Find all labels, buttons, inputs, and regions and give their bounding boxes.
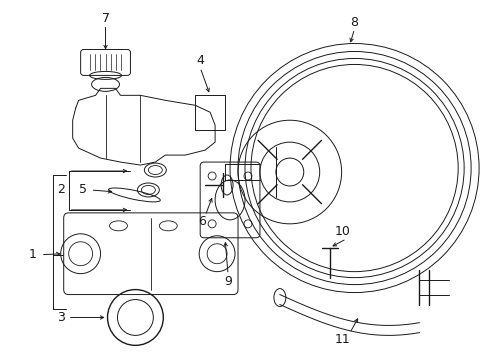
Text: 9: 9 — [224, 275, 231, 288]
Text: 3: 3 — [57, 311, 64, 324]
Text: 6: 6 — [198, 215, 205, 228]
Text: 2: 2 — [57, 184, 64, 197]
Text: 7: 7 — [102, 12, 109, 25]
Text: 11: 11 — [334, 333, 350, 346]
Text: 5: 5 — [79, 184, 86, 197]
Bar — [195, 95, 224, 130]
Text: 4: 4 — [196, 54, 203, 67]
Text: 1: 1 — [29, 248, 37, 261]
Text: 8: 8 — [350, 16, 358, 29]
Text: 10: 10 — [334, 225, 350, 238]
